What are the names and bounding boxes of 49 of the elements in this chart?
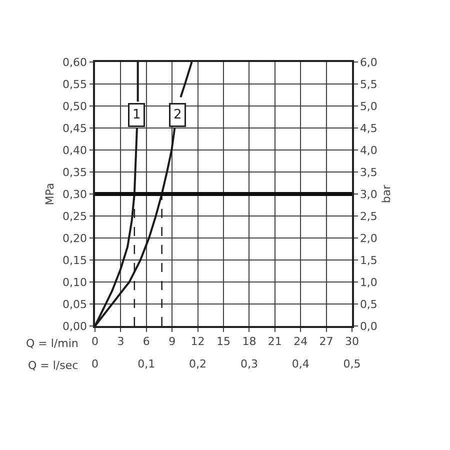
y-tick-label: 0,15 — [62, 254, 88, 267]
y-axis-title: MPa — [44, 182, 57, 206]
x-tick-label: 6 — [142, 334, 150, 348]
y-tick-label: 0,35 — [62, 166, 88, 179]
x-tick-label: 21 — [268, 334, 282, 348]
y2-tick-label: 4,5 — [360, 122, 378, 135]
y2-tick-label: 0,5 — [360, 298, 378, 311]
y-tick-label: 0,55 — [62, 78, 88, 91]
y-tick-label: 0,20 — [62, 232, 88, 245]
y2-tick-label: 4,0 — [360, 144, 378, 157]
x2-tick-label: 0,1 — [138, 358, 156, 371]
x2-tick-label: 0,2 — [189, 358, 207, 371]
x-tick-label: 3 — [117, 334, 124, 348]
y2-tick-label: 6,0 — [360, 56, 378, 69]
x-tick-label: 15 — [216, 334, 230, 348]
x-tick-label: 12 — [190, 334, 205, 348]
y2-tick-label: 0,0 — [360, 320, 378, 333]
y-tick-label: 0,10 — [62, 276, 88, 289]
y2-tick-label: 2,0 — [360, 232, 378, 245]
y2-tick-label: 3,5 — [360, 166, 378, 179]
y-tick-label: 0,05 — [62, 298, 88, 311]
x2-tick-label: 0,3 — [240, 358, 258, 371]
y-tick-label: 0,30 — [62, 188, 88, 201]
y-tick-label: 0,40 — [62, 144, 88, 157]
y2-tick-label: 5,5 — [360, 78, 378, 91]
annotation: 1 — [132, 108, 141, 122]
y2-axis-title: bar — [380, 184, 394, 204]
x-tick-label: 0 — [92, 334, 98, 348]
y2-tick-label: 3,0 — [360, 188, 378, 201]
y2-tick-label: 1,5 — [360, 254, 378, 267]
x-tick-label: 24 — [294, 334, 308, 348]
y2-tick-label: 2,5 — [360, 210, 378, 223]
y-tick-label: 0,25 — [62, 210, 88, 223]
annotation: 2 — [174, 108, 182, 122]
y-tick-label: 0,50 — [62, 100, 88, 113]
x-tick-label: 30 — [345, 334, 359, 348]
x-tick-label: 27 — [319, 334, 334, 348]
y-tick-label: 0,00 — [62, 320, 88, 333]
y-tick-label: 0,45 — [62, 122, 88, 135]
x2-tick-label: 0 — [92, 358, 98, 371]
y2-tick-label: 1,0 — [360, 276, 378, 289]
x2-tick-label: 0,4 — [292, 358, 310, 371]
x2-tick-label: 0,5 — [343, 358, 361, 371]
y2-tick-label: 5,0 — [360, 100, 378, 113]
x-tick-label: 9 — [168, 334, 176, 348]
x2-axis-title: Q = l/sec — [28, 359, 78, 372]
x-tick-label: 18 — [242, 334, 256, 348]
y-tick-label: 0,60 — [62, 56, 88, 69]
x-axis-title: Q = l/min — [26, 337, 78, 350]
